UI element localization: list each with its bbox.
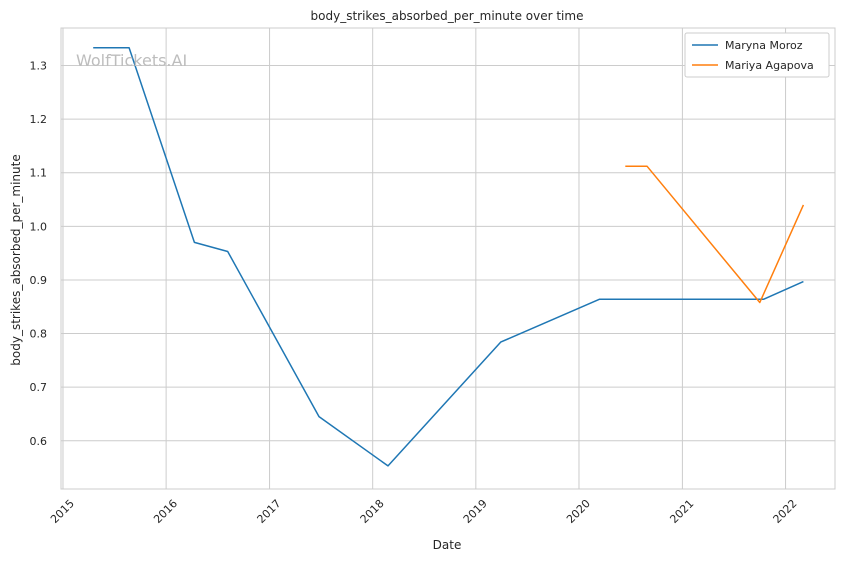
y-tick-label: 1.1 [30, 167, 48, 180]
series-line-maryna-moroz [93, 47, 804, 467]
watermark: WolfTickets.AI [76, 51, 187, 70]
grid [61, 28, 835, 489]
x-tick-label: 2022 [771, 497, 800, 526]
y-tick-label: 1.0 [30, 220, 48, 233]
legend-label-mariya-agapova: Mariya Agapova [725, 59, 814, 72]
x-tick-label: 2015 [48, 497, 77, 526]
chart-title: body_strikes_absorbed_per_minute over ti… [311, 9, 584, 23]
x-axis-label: Date [433, 538, 462, 552]
y-tick-label: 0.7 [30, 381, 48, 394]
series-lines [93, 47, 805, 467]
x-tick-label: 2020 [564, 497, 593, 526]
plot-area [60, 27, 836, 490]
y-tick-label: 1.3 [30, 60, 48, 73]
y-tick-label: 0.8 [30, 328, 48, 341]
legend: Maryna Moroz Mariya Agapova [684, 32, 830, 78]
y-tick-label: 0.6 [30, 435, 48, 448]
legend-box [684, 32, 830, 78]
x-axis: 2015 2016 2017 2018 2019 2020 2021 2022 [48, 497, 800, 526]
x-tick-label: 2017 [255, 497, 284, 526]
legend-label-maryna-moroz: Maryna Moroz [725, 39, 803, 52]
y-axis-label: body_strikes_absorbed_per_minute [9, 154, 23, 365]
x-tick-label: 2018 [358, 497, 387, 526]
x-tick-label: 2019 [461, 497, 490, 526]
x-tick-label: 2021 [667, 497, 696, 526]
y-tick-label: 1.2 [30, 113, 48, 126]
y-axis: 0.6 0.7 0.8 0.9 1.0 1.1 1.2 1.3 [30, 60, 48, 448]
x-tick-label: 2016 [151, 497, 180, 526]
y-tick-label: 0.9 [30, 274, 48, 287]
series-line-mariya-agapova [625, 165, 805, 304]
